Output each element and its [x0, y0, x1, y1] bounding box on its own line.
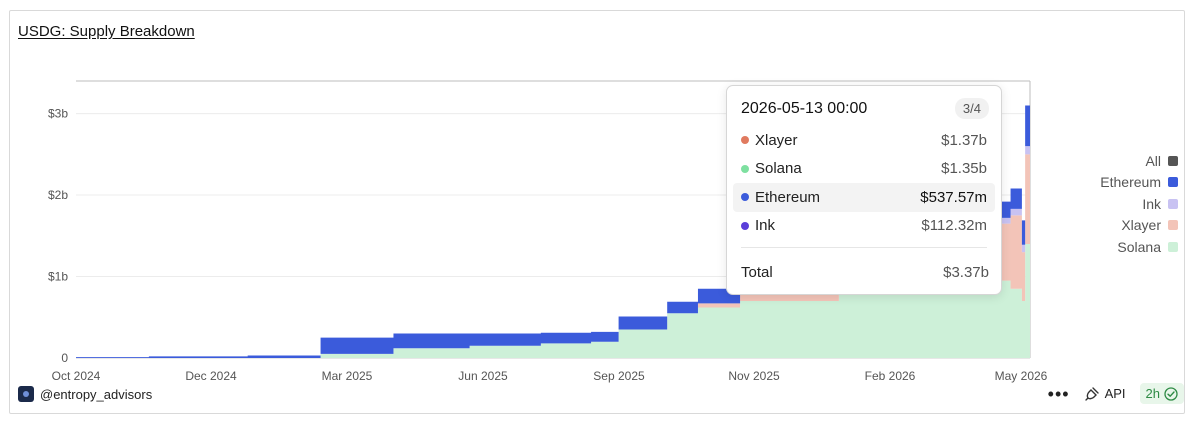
x-tick-label: Feb 2026 — [865, 369, 916, 383]
tooltip-total-value: $3.37b — [943, 264, 989, 281]
series-dot-icon — [741, 193, 749, 202]
api-button[interactable]: API — [1084, 386, 1126, 402]
more-options-icon[interactable]: ••• — [1047, 383, 1070, 404]
x-tick-label: Mar 2025 — [322, 369, 373, 383]
x-tick-label: Oct 2024 — [52, 369, 101, 383]
tooltip-series-value: $1.35b — [941, 160, 987, 178]
x-tick-label: Sep 2025 — [593, 369, 645, 383]
brand-link[interactable]: @entropy_advisors — [18, 386, 152, 402]
chart-card — [9, 10, 1185, 414]
legend-item-ink[interactable]: Ink — [1100, 193, 1178, 215]
y-tick-label: 0 — [61, 351, 68, 365]
brand-handle: @entropy_advisors — [40, 386, 153, 402]
tooltip-row-solana: Solana $1.35b — [733, 155, 995, 184]
tooltip-row-ethereum: Ethereum $537.57m — [733, 183, 995, 212]
legend-label: Solana — [1117, 238, 1161, 255]
tooltip-series-value: $537.57m — [920, 188, 987, 206]
tooltip-page-indicator[interactable]: 3/4 — [954, 98, 989, 119]
x-tick-label: Dec 2024 — [185, 369, 237, 383]
tooltip-row-ink: Ink $112.32m — [733, 212, 995, 241]
tooltip-series-name: Ink — [755, 217, 776, 235]
legend-label: Xlayer — [1121, 217, 1161, 234]
chart-tooltip: 2026-05-13 00:00 3/4 Xlayer $1.37b Solana $… — [726, 85, 1002, 295]
legend-label: Ink — [1142, 195, 1161, 212]
tooltip-series-value: $1.37b — [941, 131, 987, 149]
refresh-interval-label: 2h — [1145, 386, 1160, 401]
y-tick-label: $3b — [48, 107, 68, 121]
legend-swatch — [1168, 198, 1178, 209]
tooltip-total-label: Total — [741, 264, 773, 281]
tooltip-divider — [741, 247, 987, 248]
x-tick-label: May 2026 — [995, 369, 1048, 383]
tooltip-series-name: Solana — [755, 160, 802, 178]
series-dot-icon — [741, 221, 749, 230]
y-tick-label: $2b — [48, 188, 68, 202]
plug-icon — [1084, 386, 1099, 401]
series-area-solana[interactable] — [76, 243, 1030, 358]
x-tick-label: Jun 2025 — [458, 369, 508, 383]
chart-toolbar: ••• API 2h — [1048, 383, 1184, 404]
chart-title[interactable]: USDG: Supply Breakdown — [18, 23, 195, 40]
tooltip-series-name: Xlayer — [755, 131, 798, 149]
legend-label: Ethereum — [1100, 174, 1161, 191]
tooltip-date: 2026-05-13 00:00 — [741, 100, 868, 117]
series-dot-icon — [741, 136, 749, 145]
legend-swatch — [1168, 177, 1178, 188]
x-tick-label: Nov 2025 — [728, 369, 780, 383]
legend-item-solana[interactable]: Solana — [1100, 236, 1178, 258]
legend-item-ethereum[interactable]: Ethereum — [1100, 172, 1178, 194]
refresh-interval-badge[interactable]: 2h — [1139, 383, 1184, 404]
series-dot-icon — [741, 164, 749, 173]
legend-swatch — [1168, 241, 1178, 252]
tooltip-series-name: Ethereum — [755, 188, 821, 206]
chart-legend: All Ethereum Ink Xlayer Solana — [1100, 150, 1178, 258]
legend-item-xlayer[interactable]: Xlayer — [1100, 215, 1178, 237]
legend-label: All — [1145, 152, 1161, 169]
check-circle-icon — [1164, 386, 1178, 401]
tooltip-total-row: Total $3.37b — [741, 264, 989, 281]
legend-item-all[interactable]: All — [1100, 150, 1178, 172]
tooltip-row-xlayer: Xlayer $1.37b — [733, 126, 995, 155]
y-tick-label: $1b — [48, 270, 68, 284]
entropy-logo-icon — [18, 386, 34, 402]
api-label: API — [1104, 386, 1126, 401]
legend-swatch — [1168, 220, 1178, 231]
tooltip-series-value: $112.32m — [921, 217, 987, 235]
legend-swatch — [1168, 155, 1178, 166]
